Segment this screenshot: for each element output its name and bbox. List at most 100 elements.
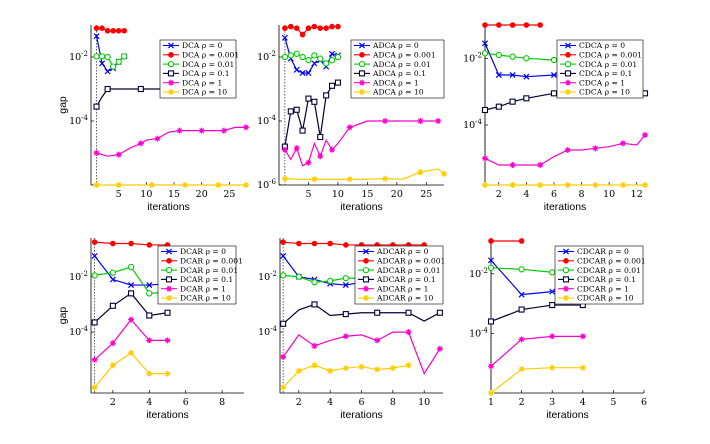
data-point	[328, 57, 336, 64]
data-point	[346, 124, 353, 131]
data-point	[280, 320, 287, 327]
data-point	[146, 370, 153, 377]
legend-box	[354, 245, 444, 305]
x-tick-label: 12	[631, 189, 643, 200]
series-cff0000	[282, 23, 341, 38]
data-point	[296, 240, 302, 247]
data-point	[93, 150, 100, 156]
data-point	[389, 365, 396, 372]
data-point	[287, 52, 294, 59]
series-cffcc00	[482, 182, 648, 188]
data-point	[495, 22, 502, 28]
data-point	[382, 118, 389, 124]
series-c000033	[487, 302, 586, 325]
data-point	[109, 362, 116, 369]
data-point	[417, 118, 424, 124]
legend-entry: CDCA ρ = 0.1	[579, 69, 632, 78]
data-point	[327, 277, 334, 285]
data-point	[329, 146, 336, 153]
data-point	[128, 349, 135, 356]
data-point	[220, 127, 227, 134]
chart-panel-2: 5 10 15 20 25 10-2 10-4 10-6 iterations ADCA ρ = …	[257, 23, 447, 213]
series-cff0000	[93, 25, 128, 34]
data-point	[110, 27, 116, 34]
series-line	[284, 168, 445, 180]
series-cffcc00	[281, 168, 447, 183]
data-point	[109, 340, 116, 347]
legend-marker	[359, 51, 365, 58]
data-point	[91, 252, 98, 260]
y-tick-label: 10-4	[463, 118, 482, 131]
data-point	[293, 145, 300, 152]
data-point	[293, 50, 300, 57]
legend-marker	[562, 276, 570, 283]
data-point	[346, 176, 353, 183]
data-point	[281, 53, 289, 61]
legend-marker	[166, 285, 172, 292]
series-line	[490, 304, 583, 323]
series-cff00cc	[280, 329, 443, 375]
data-point	[110, 240, 116, 247]
data-point	[481, 40, 489, 47]
legend-marker	[168, 51, 174, 58]
data-point	[592, 145, 599, 152]
legend-marker	[363, 257, 369, 264]
data-point	[243, 124, 249, 131]
legend-entry: ADCA ρ = 0	[372, 41, 419, 50]
data-point	[91, 272, 98, 279]
data-point	[121, 53, 128, 60]
legend-entry: ADCAR ρ = 0.1	[376, 275, 436, 284]
data-point	[317, 133, 324, 141]
data-point	[93, 25, 100, 32]
data-point	[518, 306, 525, 313]
legend-entry: ADCAR ρ = 0.001	[376, 257, 445, 266]
series-line	[282, 303, 441, 325]
legend-marker	[167, 70, 175, 77]
data-point	[305, 57, 312, 64]
legend-marker	[563, 295, 569, 301]
y-tick-label: 10-2	[469, 267, 488, 280]
data-point	[481, 50, 489, 57]
data-point	[128, 290, 135, 297]
data-point	[487, 257, 495, 264]
data-point	[93, 33, 100, 40]
data-point	[374, 309, 381, 316]
series-line	[96, 126, 246, 157]
data-point	[342, 311, 349, 318]
data-point	[564, 182, 571, 188]
data-point	[137, 85, 144, 93]
data-point	[642, 132, 648, 138]
x-tick-label: 6	[551, 189, 557, 200]
series-cff00cc	[281, 118, 442, 167]
legend-entry: DCAR ρ = 1	[180, 284, 226, 293]
series-cff0000	[488, 238, 525, 244]
x-tick-label: 2	[496, 189, 502, 200]
data-point	[550, 90, 558, 97]
legend-entry: CDCA ρ = 0.001	[579, 51, 642, 60]
data-point	[287, 108, 294, 115]
data-point	[482, 155, 488, 162]
x-tick-label: 8	[390, 397, 396, 408]
x-tick-label: 1	[488, 397, 494, 408]
data-point	[104, 85, 111, 93]
legend-marker	[358, 70, 366, 77]
x-tick-label: 8	[219, 397, 225, 408]
series-c000033	[91, 290, 171, 326]
series-line	[282, 331, 441, 375]
data-point	[109, 269, 117, 276]
data-point	[523, 55, 530, 62]
data-point	[564, 147, 571, 153]
data-point	[482, 182, 488, 188]
y-tick-label: 10-2	[258, 270, 277, 283]
legend-marker	[165, 276, 173, 283]
data-point	[417, 169, 424, 176]
data-point	[619, 182, 626, 188]
data-point	[98, 53, 106, 60]
data-point	[488, 238, 494, 244]
legend-entry: DCAR ρ = 0.1	[180, 275, 233, 284]
data-point	[481, 106, 489, 114]
legend-marker	[166, 295, 172, 301]
y-tick-label: 10-4	[69, 114, 88, 127]
